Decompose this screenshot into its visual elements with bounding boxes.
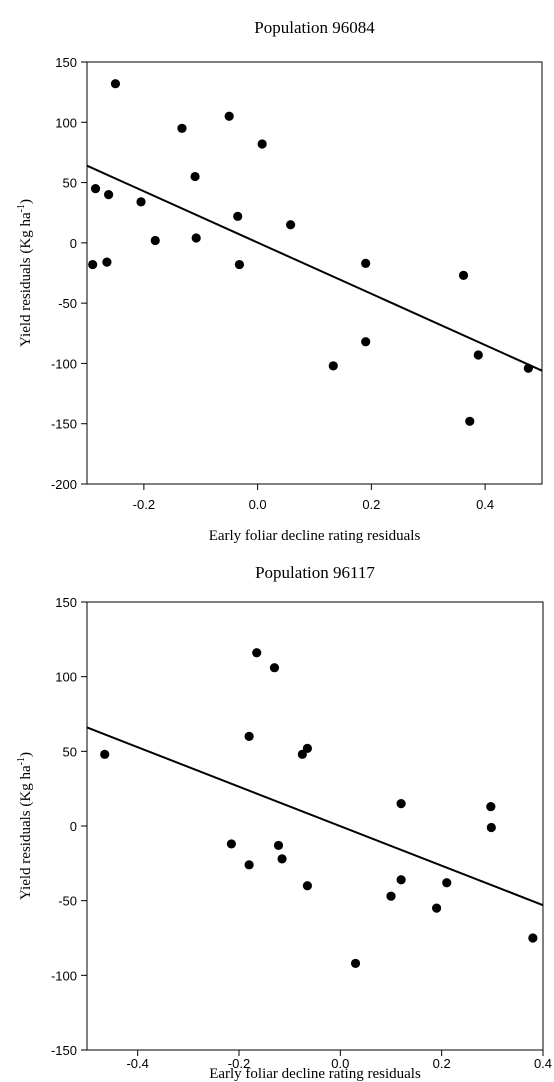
y-tick-label: 150 (55, 595, 77, 610)
data-point (102, 257, 112, 267)
data-point (226, 839, 236, 849)
y-axis-label-superscript: -1 (16, 757, 27, 765)
regression-line (86, 164, 543, 372)
y-tick-label: 50 (63, 176, 77, 191)
data-point (191, 233, 201, 243)
y-tick-label: -200 (51, 477, 77, 492)
data-point (361, 258, 371, 268)
data-point (396, 799, 406, 809)
data-point (465, 416, 475, 426)
data-point (244, 860, 254, 870)
data-point (286, 220, 296, 230)
data-point (386, 891, 396, 901)
data-point (350, 958, 361, 968)
data-point (190, 171, 200, 182)
x-axis-label: Early foliar decline rating residuals (209, 528, 421, 544)
y-tick-label: -50 (58, 296, 77, 311)
y-axis-label: Yield residuals (Kg ha-1) (16, 752, 34, 900)
data-point (252, 648, 262, 658)
x-axis-label: Early foliar decline rating residuals (209, 1066, 421, 1082)
y-axis-label-main: Yield residuals (Kg ha (18, 765, 34, 900)
x-tick-label: -0.2 (133, 497, 155, 512)
data-point (224, 111, 234, 121)
x-tick-label: 0.4 (534, 1056, 552, 1071)
y-axis-label-main: Yield residuals (Kg ha (18, 212, 34, 347)
y-tick-label: 0 (70, 819, 77, 834)
plot-frame (86, 601, 544, 1051)
y-axis-label-close: ) (18, 199, 34, 204)
data-point (523, 363, 533, 373)
y-tick-label: 100 (55, 115, 77, 130)
data-point (244, 731, 254, 742)
data-point (302, 881, 312, 891)
data-point (100, 749, 110, 759)
y-tick-label: -100 (51, 356, 77, 371)
x-tick-label: 0.0 (249, 497, 267, 512)
y-tick-label: -50 (58, 894, 77, 909)
y-tick-label: 100 (55, 670, 77, 685)
data-point (396, 875, 406, 885)
x-tick-label: 0.2 (362, 497, 380, 512)
x-tick-label: 0.2 (433, 1056, 451, 1071)
data-point (328, 361, 338, 371)
y-tick-label: -150 (51, 417, 77, 432)
data-point (528, 933, 538, 943)
y-tick-label: -100 (51, 968, 77, 983)
data-point (269, 663, 280, 673)
y-tick-label: 50 (63, 744, 77, 759)
x-tick-label: -0.4 (126, 1056, 148, 1071)
data-point (302, 743, 312, 753)
data-point (234, 259, 245, 270)
data-point (277, 854, 287, 864)
plot-frame (86, 61, 543, 485)
y-axis-label-close: ) (18, 752, 34, 757)
regression-line (86, 726, 544, 907)
y-axis-label: Yield residuals (Kg ha-1) (16, 199, 34, 347)
data-point (110, 79, 121, 89)
data-point (273, 840, 284, 851)
data-point (136, 197, 146, 207)
chart-title: Population 96117 (255, 563, 375, 582)
chart-population-96084: Population 96084 -200 -150 -100 -50 0 50 100 150… (16, 18, 543, 544)
data-point (233, 211, 243, 221)
data-point (88, 259, 98, 270)
data-point (458, 270, 469, 281)
chart-title: Population 96084 (254, 18, 375, 37)
y-tick-label: 0 (70, 236, 77, 251)
y-axis-label-superscript: -1 (16, 204, 27, 212)
data-point (486, 801, 496, 812)
y-tick-label: -150 (51, 1043, 77, 1058)
data-point (486, 822, 496, 833)
x-tick-label: 0.0 (331, 1056, 349, 1071)
y-tick-label: 150 (55, 55, 77, 70)
x-tick-label: 0.4 (476, 497, 494, 512)
data-point (257, 139, 267, 149)
data-point (150, 235, 160, 246)
data-point (432, 903, 442, 913)
data-point (90, 184, 101, 194)
data-point (473, 350, 483, 360)
data-point (361, 337, 371, 347)
data-point (442, 878, 452, 888)
data-point (104, 190, 114, 200)
chart-population-96117: Population 96117 -150 -100 -50 0 50 100 150 -0.4… (16, 563, 552, 1082)
x-tick-label: -0.2 (228, 1056, 250, 1071)
data-point (177, 123, 187, 133)
